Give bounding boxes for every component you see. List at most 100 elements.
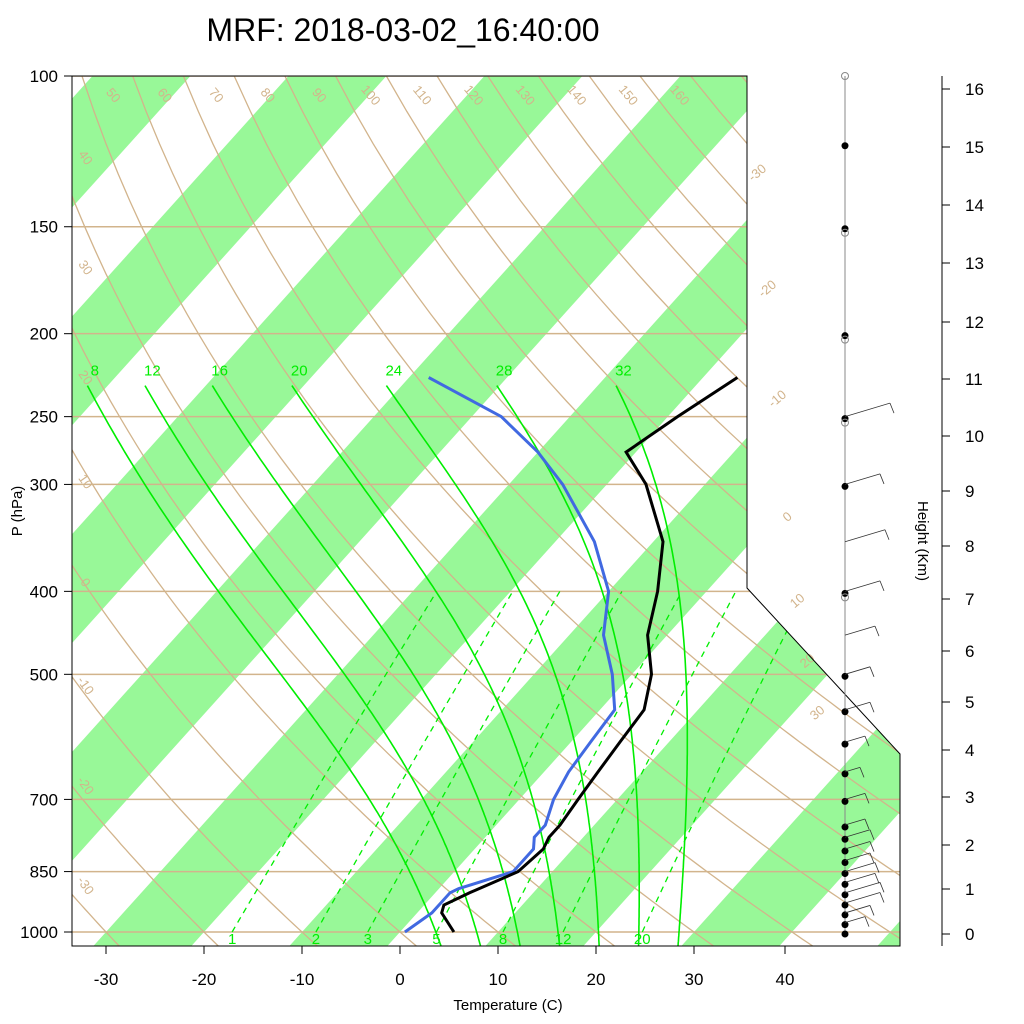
wind-level-dot xyxy=(841,740,849,748)
isotherm-label: 0 xyxy=(780,508,795,524)
dry-adiabat-line xyxy=(436,76,900,946)
wind-barb xyxy=(844,666,871,675)
wind-barb-flag xyxy=(869,841,875,852)
x-tick-label: 0 xyxy=(395,970,404,989)
wind-barb-flag xyxy=(874,873,880,884)
p-tick-label: 200 xyxy=(30,325,58,344)
wind-barb xyxy=(844,892,881,904)
mixing-ratio-lines xyxy=(231,591,808,933)
wind-barb-flag xyxy=(879,473,885,485)
p-tick-label: 100 xyxy=(30,67,58,86)
mixing-ratio-line xyxy=(231,591,438,933)
moist-adiabat-line xyxy=(291,385,561,946)
p-tick-label: 700 xyxy=(30,790,58,809)
x-tick-label: 20 xyxy=(587,970,606,989)
wind-level-dot xyxy=(841,672,849,680)
height-tick-label: 1 xyxy=(965,880,974,899)
wind-barb xyxy=(844,852,871,861)
wind-barb xyxy=(844,916,866,923)
wind-barb-column xyxy=(841,72,895,938)
height-tick-label: 0 xyxy=(965,925,974,944)
moist-adiabat-label: 32 xyxy=(615,362,632,379)
plot-area xyxy=(72,76,900,946)
isotherm-label: 30 xyxy=(75,257,96,277)
wind-barb-flag xyxy=(864,735,870,747)
height-axis-label: Height (Km) xyxy=(914,501,931,581)
dry-adiabat-line xyxy=(72,76,422,946)
wind-level-marker xyxy=(841,593,849,602)
height-tick-label: 16 xyxy=(965,80,984,99)
height-tick-label: 11 xyxy=(965,370,983,389)
mixing-ratio-label: 3 xyxy=(364,931,372,948)
wind-barb xyxy=(844,793,866,800)
isotherm-label: -30 xyxy=(745,161,769,185)
mixing-ratio-label: 1 xyxy=(228,931,236,948)
isotherm-band xyxy=(481,76,900,946)
wind-level-dot xyxy=(841,901,849,909)
height-tick-label: 5 xyxy=(965,693,974,712)
wind-level-dot xyxy=(841,847,849,855)
wind-barb xyxy=(844,580,881,592)
moist-adiabat-line xyxy=(211,385,522,946)
temperature-profile xyxy=(440,376,739,933)
p-tick-label: 250 xyxy=(30,408,58,427)
dry-adiabat-line xyxy=(72,76,223,946)
wind-barb-flag xyxy=(869,666,875,677)
wind-barb-flag xyxy=(869,905,875,916)
wind-level-dot xyxy=(841,880,849,888)
moist-adiabat-line xyxy=(86,385,444,946)
moist-adiabat-line xyxy=(385,385,601,946)
moist-adiabat-line xyxy=(144,385,483,946)
isotherm-label: -10 xyxy=(74,673,97,697)
isotherm-label: 10 xyxy=(787,590,808,611)
moist-adiabat-label: 16 xyxy=(211,362,228,379)
moist-adiabat-label: 28 xyxy=(496,362,513,379)
height-tick-label: 3 xyxy=(965,788,974,807)
height-tick-label: 15 xyxy=(965,138,984,157)
wind-level-dot xyxy=(841,835,849,843)
wind-level-dot xyxy=(841,823,849,831)
dewpoint-profile xyxy=(404,376,617,934)
p-tick-label: 500 xyxy=(30,665,58,684)
x-axis-label: Temperature (C) xyxy=(453,997,562,1014)
isotherm-label: -30 xyxy=(74,873,97,897)
isotherm-band xyxy=(72,76,618,946)
height-tick-label: 8 xyxy=(965,537,974,556)
dry-adiabat-line xyxy=(335,76,900,946)
wind-level-dot xyxy=(841,921,849,929)
isotherm-band xyxy=(72,76,814,946)
dry-adiabat-line xyxy=(81,76,820,946)
height-tick-label: 9 xyxy=(965,482,974,501)
mixing-ratio-line xyxy=(562,591,737,933)
mixing-ratio-line xyxy=(435,591,623,933)
wind-barb-flag xyxy=(889,402,895,414)
mixing-ratio-label: 8 xyxy=(499,931,507,948)
dry-adiabat-line xyxy=(72,76,522,946)
height-tick-label: 6 xyxy=(965,642,974,661)
wind-barb-flag xyxy=(879,580,885,592)
isotherm-label: 20 xyxy=(75,367,96,387)
dry-adiabat-line xyxy=(132,76,900,946)
height-tick-label: 7 xyxy=(965,590,974,609)
wind-barb-flag xyxy=(869,852,875,864)
mixing-ratio-label: 12 xyxy=(555,931,572,948)
moist-adiabat-label: 8 xyxy=(91,362,99,379)
isobar-lines xyxy=(72,76,900,933)
moist-adiabats xyxy=(86,385,689,946)
mixing-ratio-line xyxy=(502,591,683,933)
wind-barb-flag xyxy=(864,818,870,830)
moist-adiabat-line xyxy=(496,385,640,946)
wind-barb-flag xyxy=(869,829,875,840)
dry-adiabat-line xyxy=(72,76,621,946)
moist-adiabat-label: 12 xyxy=(144,362,161,379)
dry-adiabat-label: 150 xyxy=(616,82,641,108)
dry-adiabat-label: 70 xyxy=(206,85,227,106)
x-tick-label: 10 xyxy=(489,970,508,989)
wind-barb xyxy=(844,473,881,485)
p-tick-label: 400 xyxy=(30,582,58,601)
wind-level-marker xyxy=(841,418,849,427)
wind-level-marker xyxy=(841,335,849,344)
p-tick-label: 850 xyxy=(30,863,58,882)
